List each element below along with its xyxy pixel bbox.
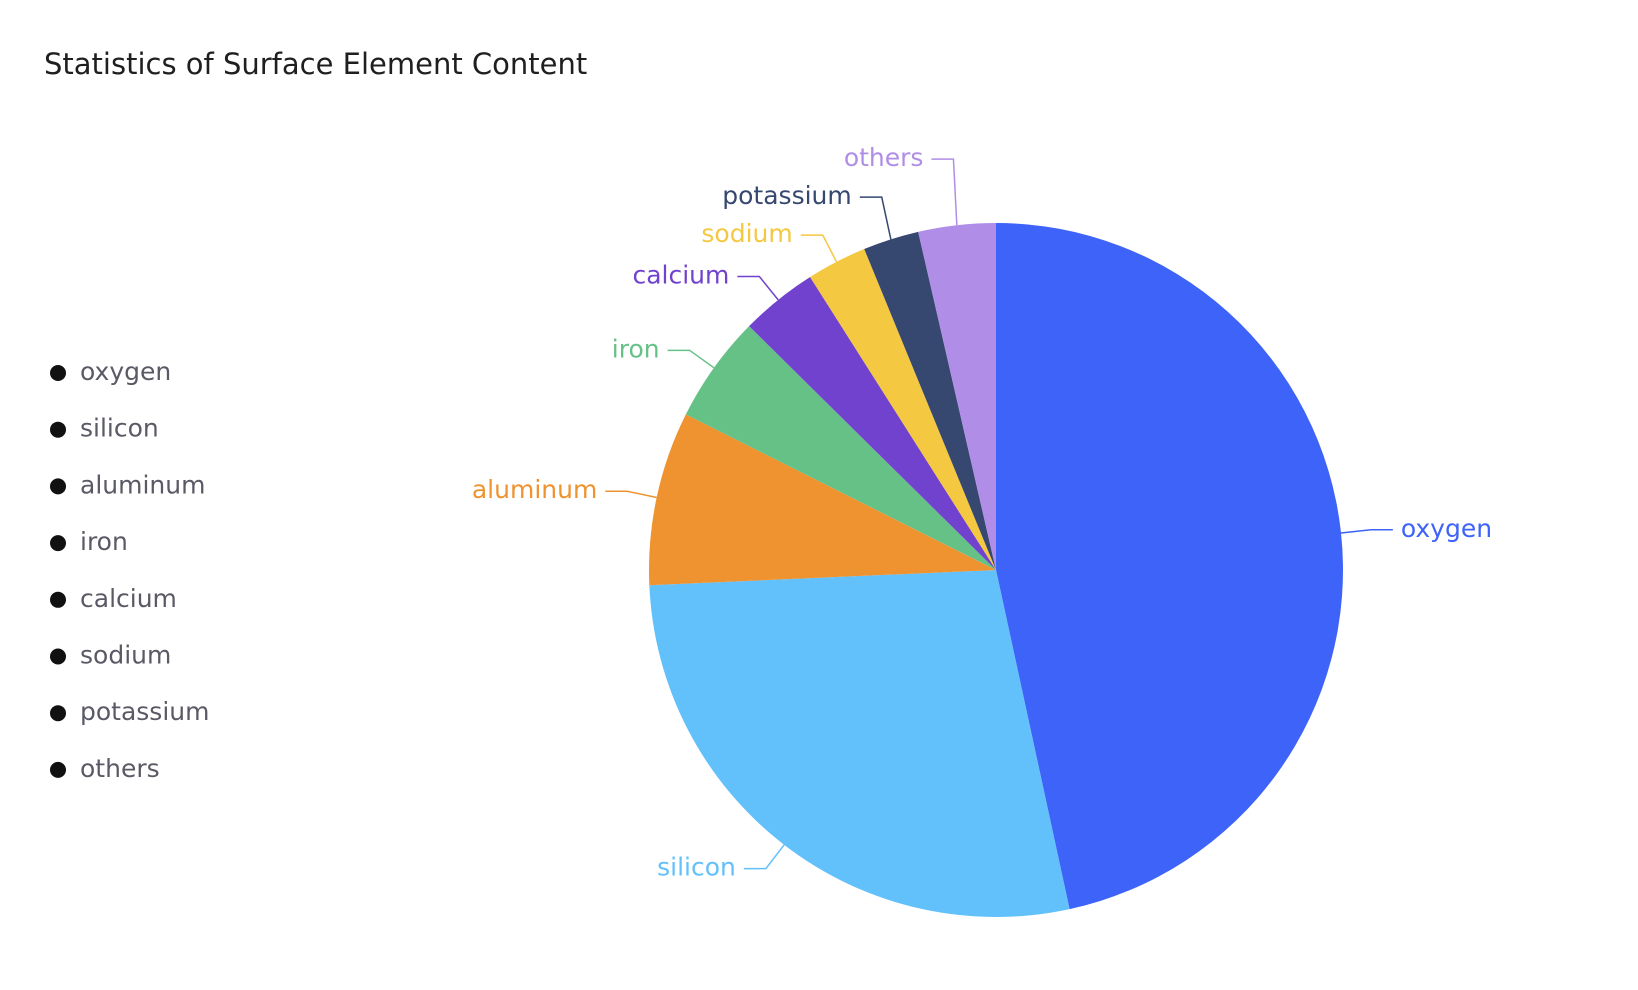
legend-marker: [50, 705, 66, 722]
legend-label[interactable]: calcium: [80, 584, 177, 613]
label-line: [667, 349, 715, 369]
pie-slice: [649, 570, 1070, 917]
label-line: [859, 196, 892, 240]
legend-label[interactable]: sodium: [80, 641, 171, 670]
pie-slice: [864, 231, 996, 570]
slice-label: silicon: [657, 853, 736, 882]
label-line: [1340, 529, 1393, 534]
slice-label: sodium: [701, 219, 792, 248]
pie-slice: [685, 326, 996, 570]
slice-label: oxygen: [1401, 514, 1492, 543]
label-line: [800, 234, 838, 263]
legend-marker: [50, 591, 66, 608]
legend-marker: [50, 761, 66, 778]
slice-label: calcium: [632, 261, 729, 290]
pie-slice: [749, 277, 996, 570]
label-line: [605, 490, 657, 499]
pie-slice: [918, 223, 996, 570]
legend-label[interactable]: potassium: [80, 697, 209, 726]
slice-label: potassium: [722, 181, 851, 210]
pie-slice: [810, 248, 996, 570]
pie-slice: [649, 414, 996, 586]
legend-marker: [50, 478, 66, 495]
pie-slice: [996, 223, 1343, 910]
legend-marker: [50, 535, 66, 552]
slice-label: aluminum: [472, 475, 597, 504]
legend-label[interactable]: silicon: [80, 414, 159, 443]
chart-title: Statistics of Surface Element Content: [44, 47, 587, 81]
legend-marker: [50, 648, 66, 665]
label-line: [743, 844, 785, 870]
legend-marker: [50, 421, 66, 438]
slice-label: others: [844, 143, 924, 172]
slice-label: iron: [612, 334, 660, 363]
legend-label[interactable]: iron: [80, 527, 128, 556]
label-line: [737, 275, 779, 301]
legend-label[interactable]: others: [80, 754, 160, 783]
legend-label[interactable]: aluminum: [80, 470, 205, 499]
legend-marker: [50, 365, 66, 381]
label-line: [931, 158, 958, 226]
legend-label[interactable]: oxygen: [80, 357, 171, 386]
